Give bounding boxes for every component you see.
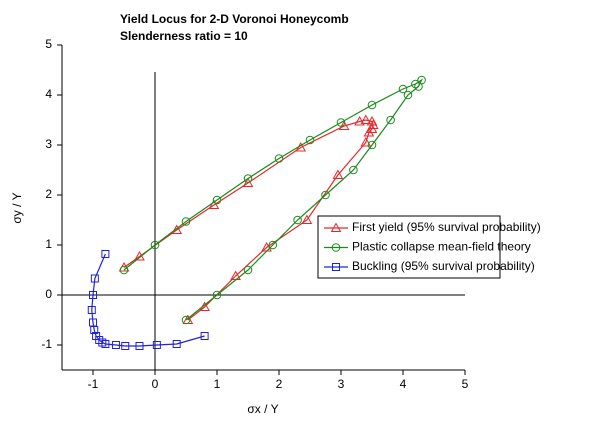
chart-title: Yield Locus for 2-D Voronoi Honeycomb: [120, 12, 349, 26]
chart-subtitle: Slenderness ratio = 10: [120, 29, 248, 43]
series-line: [123, 119, 374, 321]
y-tick-label: 3: [45, 137, 52, 151]
marker: [293, 215, 302, 225]
marker: [398, 84, 408, 94]
marker: [172, 340, 181, 348]
marker: [386, 115, 395, 125]
marker: [90, 326, 99, 334]
legend-marker: [331, 243, 341, 252]
marker: [242, 177, 254, 187]
x-axis-label: σx / Y: [247, 402, 278, 416]
marker: [181, 217, 191, 226]
legend-marker: [330, 222, 342, 232]
y-tick-label: 1: [45, 237, 52, 251]
marker: [360, 136, 372, 147]
marker: [403, 90, 413, 100]
marker: [336, 118, 346, 127]
marker: [152, 341, 161, 349]
marker: [212, 195, 222, 205]
marker: [349, 165, 358, 175]
marker: [363, 126, 375, 137]
marker: [360, 114, 372, 124]
marker: [111, 341, 120, 349]
legend-label: Plastic collapse mean-field theory: [352, 240, 531, 254]
legend-label: First yield (95% survival probability): [352, 220, 541, 234]
x-tick-label: -1: [88, 377, 99, 391]
series-line: [123, 78, 424, 321]
y-tick-label: 5: [45, 37, 52, 51]
marker: [87, 306, 96, 314]
y-tick-label: -1: [41, 337, 52, 351]
marker: [135, 342, 144, 350]
x-tick-label: 1: [214, 377, 221, 391]
x-tick-label: 0: [152, 377, 159, 391]
x-tick-label: 4: [400, 377, 407, 391]
marker: [414, 82, 423, 91]
marker: [101, 250, 110, 258]
marker: [90, 274, 99, 283]
marker: [89, 291, 97, 299]
marker: [243, 174, 253, 183]
marker: [150, 240, 160, 250]
x-tick-label: 2: [276, 377, 283, 391]
marker: [367, 140, 377, 150]
marker: [119, 265, 129, 275]
marker: [301, 214, 313, 224]
marker: [354, 115, 365, 126]
marker: [305, 135, 315, 145]
marker: [243, 265, 253, 275]
marker: [338, 120, 350, 130]
marker: [274, 154, 284, 163]
legend-label: Buckling (95% survival probability): [352, 259, 535, 273]
marker: [200, 332, 209, 340]
marker: [411, 79, 420, 89]
marker: [121, 342, 130, 350]
marker: [181, 315, 191, 325]
x-tick-label: 5: [462, 377, 469, 391]
marker: [321, 190, 330, 200]
marker: [212, 290, 222, 300]
marker: [268, 240, 278, 250]
y-tick-label: 2: [45, 187, 52, 201]
marker: [367, 100, 377, 110]
series-line: [91, 253, 205, 347]
marker: [208, 199, 220, 209]
marker: [171, 224, 183, 234]
y-axis-label: σy / Y: [10, 192, 24, 223]
marker: [332, 169, 344, 179]
marker: [367, 119, 379, 129]
y-tick-label: 0: [45, 287, 52, 301]
y-tick-label: 4: [45, 87, 52, 101]
legend-box: [317, 215, 501, 279]
legend-marker: [332, 263, 340, 271]
x-tick-label: 3: [338, 377, 345, 391]
marker: [101, 340, 110, 348]
